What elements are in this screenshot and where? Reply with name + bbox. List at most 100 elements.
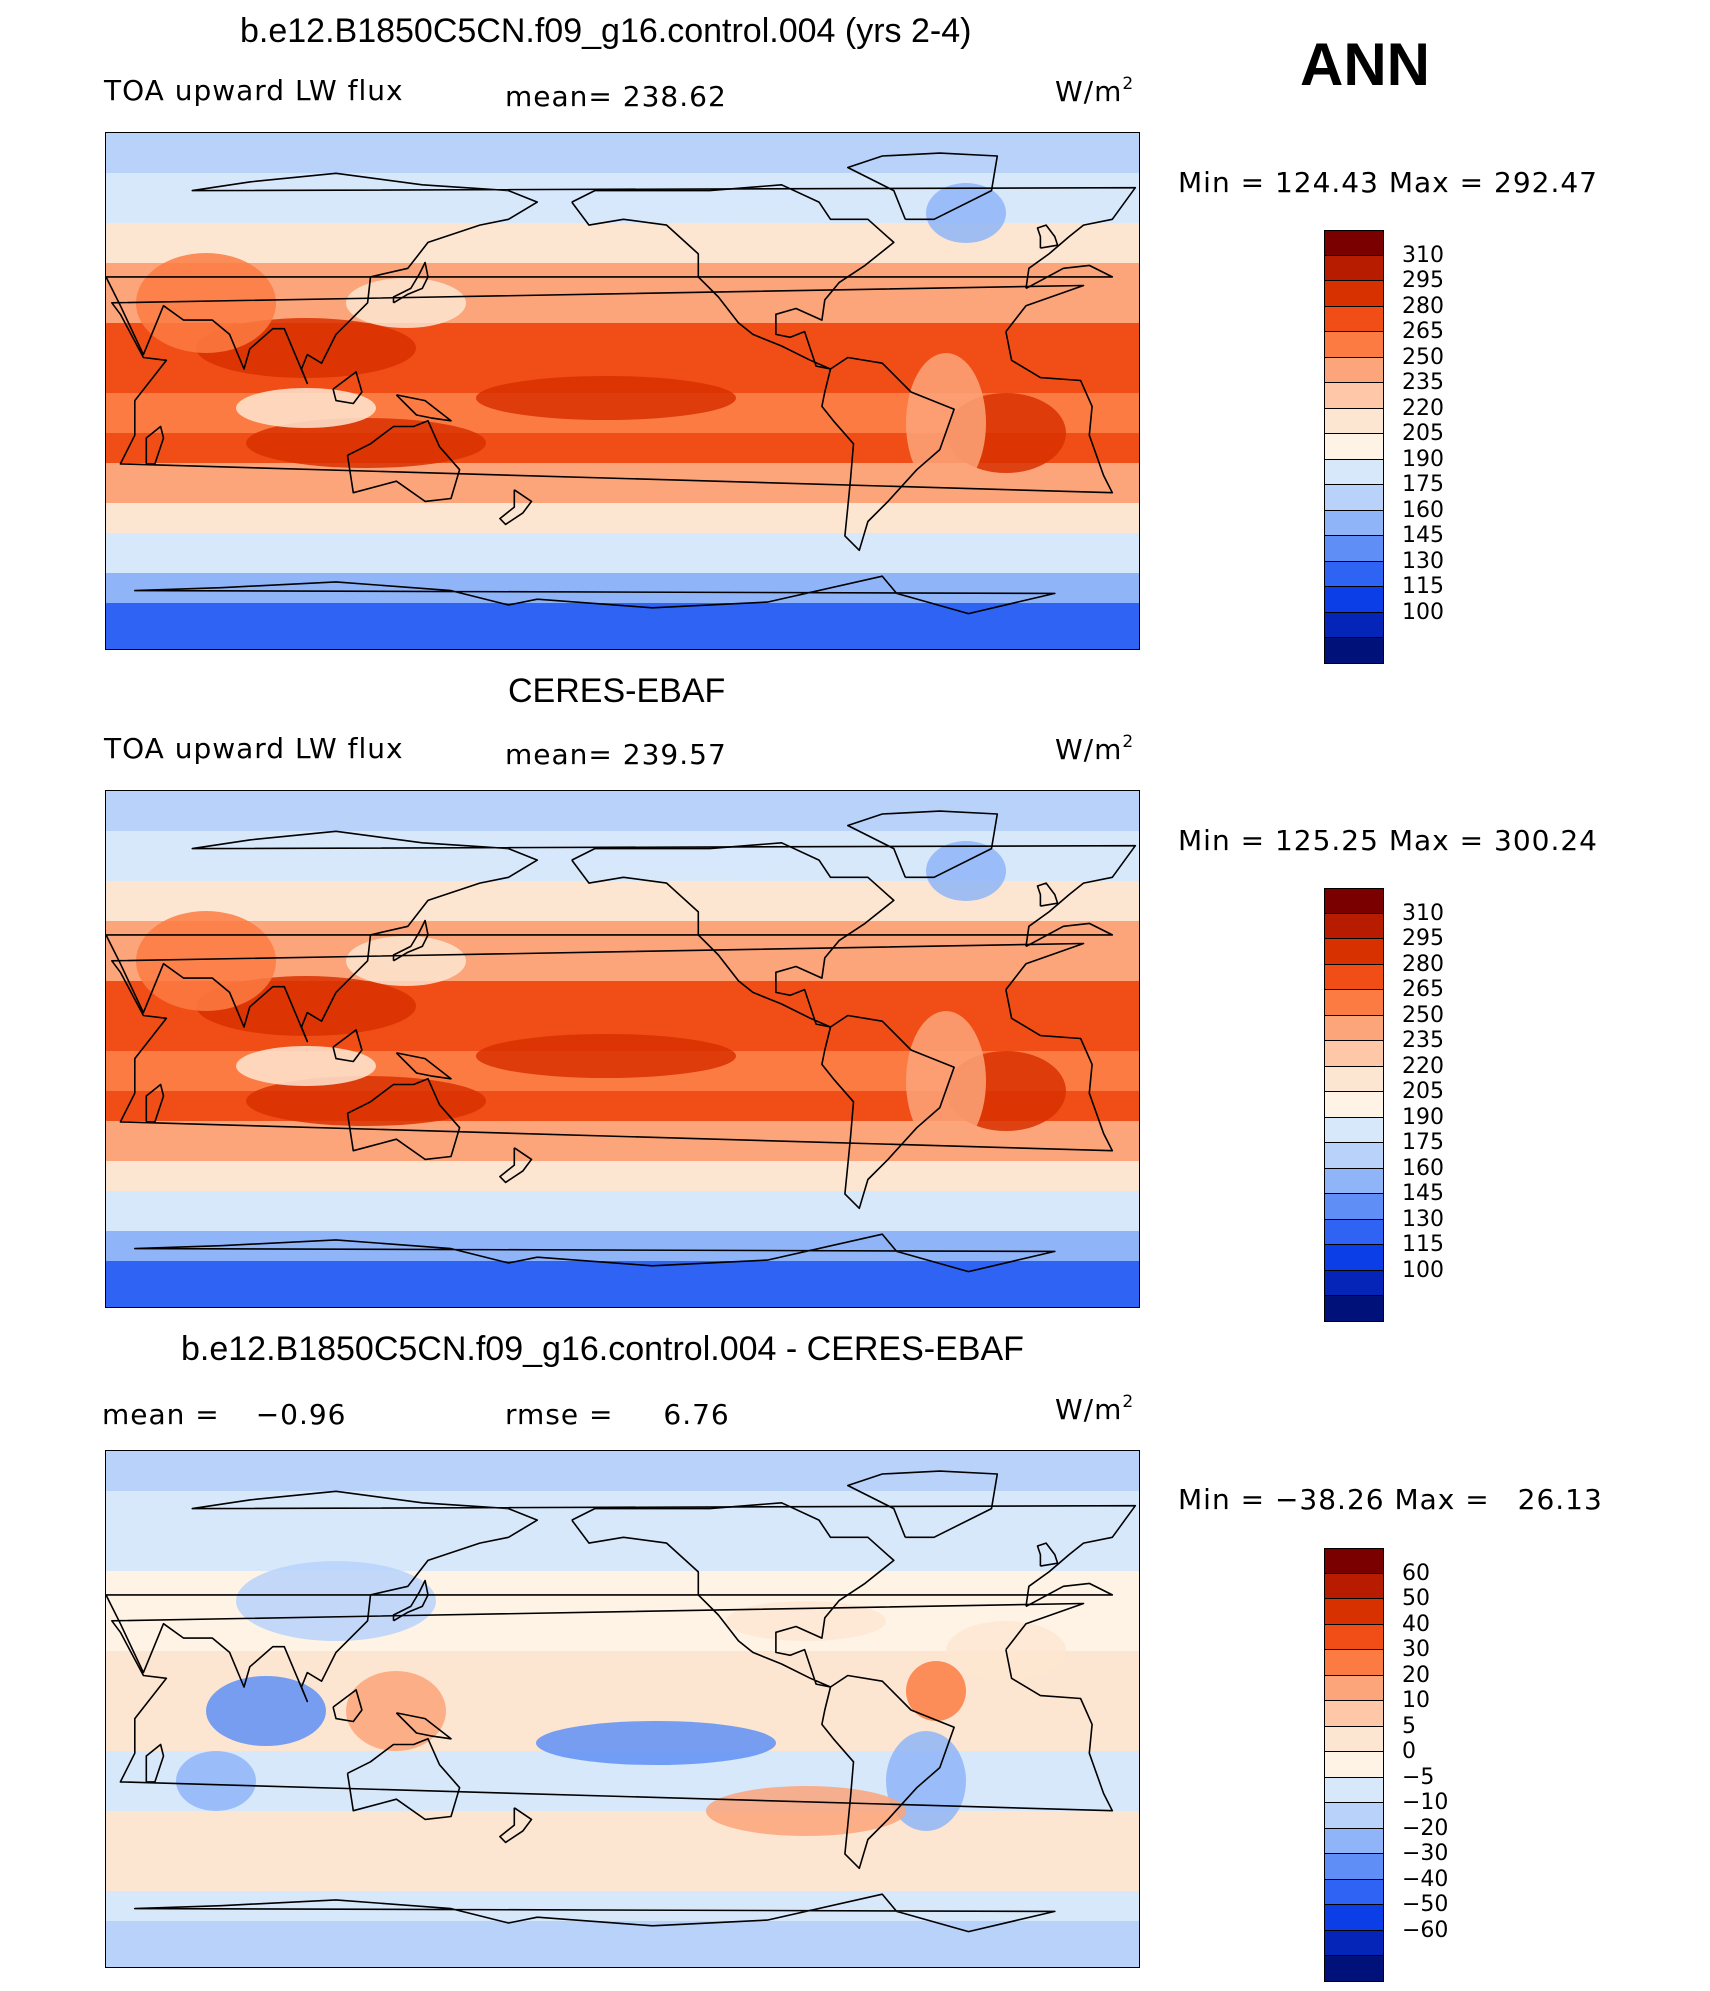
colorbar-tick-label: 295: [1402, 268, 1444, 293]
colorbar-segment: [1324, 281, 1384, 307]
variable-label: TOA upward LW flux: [104, 74, 404, 107]
coastline: [395, 1712, 452, 1740]
coastline: [145, 425, 165, 465]
units-label: W/m2: [1055, 1392, 1134, 1426]
colorbar-tick-label: 130: [1402, 548, 1444, 574]
colorbar-segment: [1324, 1828, 1384, 1854]
rmse-value: 6.76: [663, 1398, 730, 1431]
colorbar-segment: [1324, 1041, 1384, 1067]
colorbar-segment: [1324, 1066, 1384, 1092]
mean-stat: mean= 238.62: [505, 80, 727, 113]
map-plot-obs: [105, 790, 1140, 1308]
colorbar-segment: [1324, 459, 1384, 485]
colorbar-obs: [1324, 888, 1384, 1322]
colorbar-segment: [1324, 485, 1384, 511]
coastline: [346, 1738, 461, 1821]
colorbar-segment: [1324, 1726, 1384, 1752]
max-label: Max: [1388, 166, 1450, 199]
coastline: [346, 420, 461, 503]
colorbar-tick-label: 40: [1402, 1611, 1430, 1637]
colorbar-segment: [1324, 1015, 1384, 1041]
colorbar-segment: [1324, 1650, 1384, 1676]
coastline: [847, 1470, 999, 1539]
rmse-stat: rmse = 6.76: [505, 1398, 730, 1431]
colorbar-tick-label: 160: [1402, 497, 1444, 523]
season-label: ANN: [1300, 31, 1430, 98]
colorbar-tick-label: −5: [1402, 1764, 1435, 1790]
colorbar-segment: [1324, 1752, 1384, 1778]
colorbar-tick-label: 115: [1402, 574, 1444, 599]
colorbar-segment: [1324, 1905, 1384, 1931]
units-superscript: 2: [1122, 1392, 1135, 1412]
colorbar-tick-label: 115: [1402, 1232, 1444, 1257]
colorbar-model: [1324, 230, 1384, 664]
colorbar-segment: [1324, 587, 1384, 613]
coastline: [1036, 224, 1059, 249]
colorbar-segment: [1324, 1270, 1384, 1296]
coastline: [111, 942, 1114, 1152]
coastline: [134, 575, 1056, 615]
mean-stat: mean = −0.96: [102, 1398, 347, 1431]
colorbar-segment: [1324, 1168, 1384, 1194]
units-label: W/m2: [1055, 74, 1134, 108]
colorbar-segment: [1324, 1777, 1384, 1803]
colorbar-segment: [1324, 357, 1384, 383]
coastline: [392, 261, 429, 304]
units-base: W/m: [1055, 733, 1123, 766]
panel-title: b.e12.B1850C5CN.f09_g16.control.004 (yrs…: [240, 12, 972, 50]
coastline: [332, 371, 363, 405]
min-max-label: Min = 125.25 Max = 300.24: [1178, 824, 1598, 857]
colorbar-segment: [1324, 1117, 1384, 1143]
map-svg: [106, 1451, 1139, 1967]
coastline: [346, 1078, 461, 1161]
colorbar-tick-label: 190: [1402, 1104, 1444, 1130]
colorbar-segment: [1324, 1245, 1384, 1271]
colorbar-tick-label: 145: [1402, 523, 1444, 548]
min-max-label: Min = 124.43 Max = 292.47: [1178, 166, 1598, 199]
colorbar-tick-label: 235: [1402, 370, 1444, 395]
coastline: [145, 1743, 165, 1783]
colorbar-tick-label: 265: [1402, 977, 1444, 1002]
min-value: 124.43: [1274, 166, 1379, 199]
colorbar-segment: [1324, 888, 1384, 914]
colorbar-tick-label: 310: [1402, 900, 1444, 926]
units-superscript: 2: [1122, 74, 1135, 94]
colorbar-segment: [1324, 1548, 1384, 1574]
colorbar-tick-label: −10: [1402, 1790, 1449, 1815]
coastline: [106, 830, 1137, 1043]
colorbar-segment: [1324, 1701, 1384, 1727]
colorbar-tick-label: 205: [1402, 1079, 1444, 1104]
colorbar-tick-label: 175: [1402, 1130, 1444, 1155]
colorbar-tick-label: −30: [1402, 1841, 1449, 1866]
colorbar-tick-label: 310: [1402, 242, 1444, 268]
colorbar-segment: [1324, 230, 1384, 256]
coastline: [821, 1014, 955, 1210]
colorbar-tick-label: −50: [1402, 1892, 1449, 1917]
colorbar-segment: [1324, 408, 1384, 434]
colorbar-segment: [1324, 1624, 1384, 1650]
colorbar-segment: [1324, 510, 1384, 536]
colorbar-segment: [1324, 561, 1384, 587]
coastline: [111, 1602, 1114, 1812]
min-max-label: Min = −38.26 Max = 26.13: [1178, 1483, 1603, 1516]
colorbar-segment: [1324, 1854, 1384, 1880]
colorbar-segment: [1324, 1879, 1384, 1905]
colorbar-tick-label: 130: [1402, 1206, 1444, 1232]
colorbar-tick-label: 60: [1402, 1560, 1430, 1586]
min-label: Min: [1178, 824, 1231, 857]
panel-title: b.e12.B1850C5CN.f09_g16.control.004 - CE…: [181, 1330, 1024, 1368]
mean-label: mean=: [505, 80, 613, 113]
colorbar-segment: [1324, 638, 1384, 664]
colorbar-segment: [1324, 1956, 1384, 1982]
coastline: [847, 810, 999, 879]
coastline: [134, 1233, 1056, 1273]
mean-value: −0.96: [255, 1398, 347, 1431]
variable-label: TOA upward LW flux: [104, 732, 404, 765]
min-label: Min: [1178, 1483, 1231, 1516]
colorbar-tick-label: 280: [1402, 293, 1444, 319]
colorbar-diff: [1324, 1548, 1384, 1982]
mean-stat: mean= 239.57: [505, 738, 727, 771]
panel-title: CERES-EBAF: [508, 672, 726, 710]
min-label: Min: [1178, 166, 1231, 199]
colorbar-segment: [1324, 536, 1384, 562]
